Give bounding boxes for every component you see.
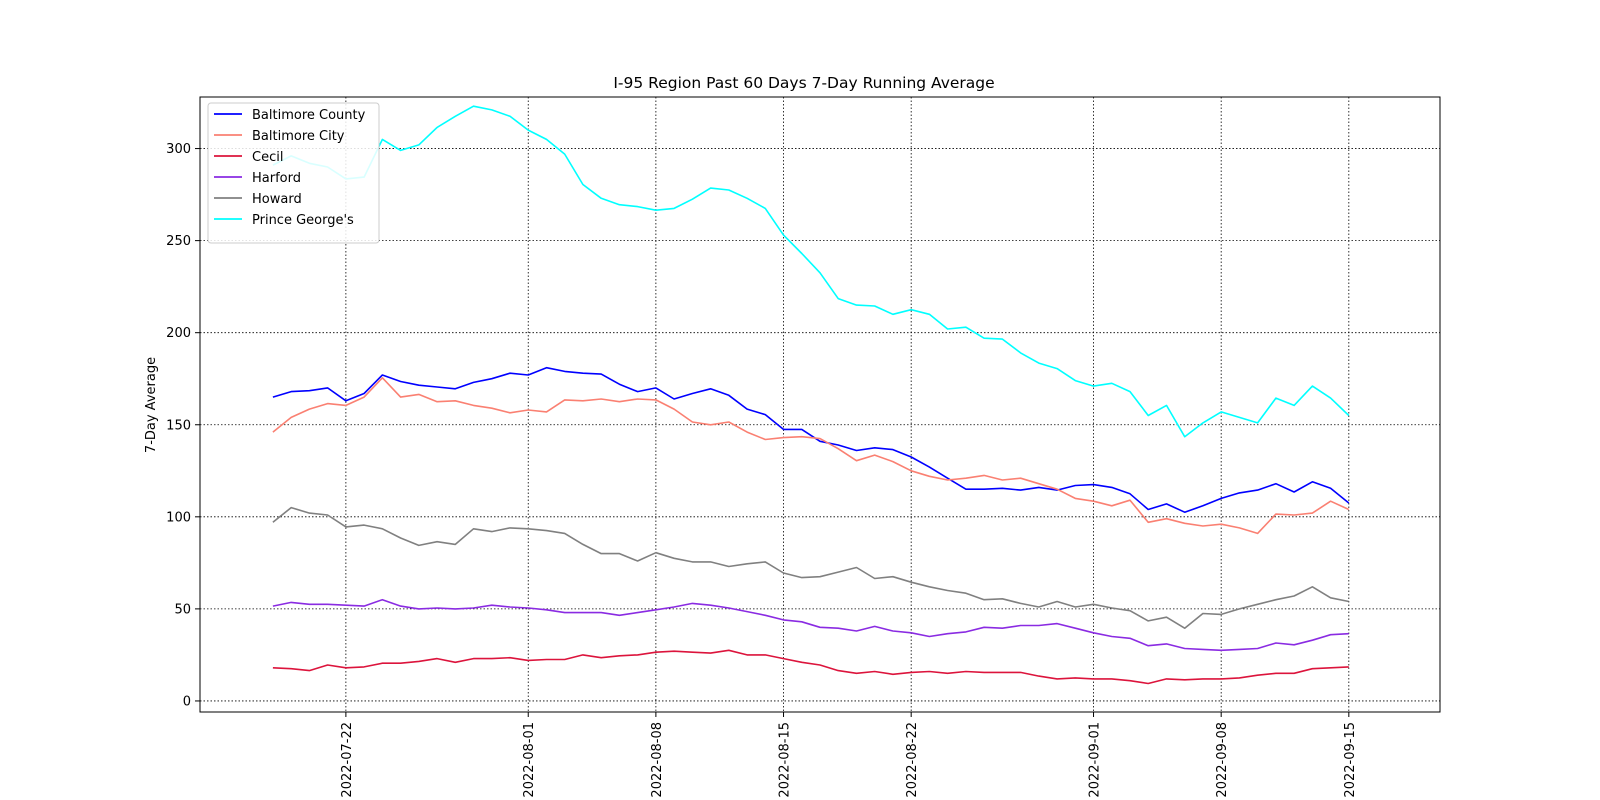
legend-box	[207, 102, 380, 244]
legend-label: Harford	[252, 171, 301, 186]
y-axis: 0 50 100 150 200 250 300	[166, 142, 200, 709]
x-axis: 2022-07-22 2022-08-01 2022-08-08 2022-08-15…	[340, 712, 1358, 798]
x-tick-label: 2022-09-08	[1215, 722, 1230, 798]
y-tick-label: 0	[183, 694, 191, 709]
series-line	[272, 376, 1350, 535]
legend-label: Cecil	[252, 150, 283, 165]
series-line	[272, 598, 1349, 652]
plot-frame	[199, 96, 1441, 713]
series-line	[272, 105, 1350, 438]
x-tick-label: 2022-07-22	[340, 722, 355, 798]
series-line	[272, 506, 1349, 630]
series-line	[272, 649, 1349, 685]
chart-title: I-95 Region Past 60 Days 7-Day Running A…	[613, 74, 994, 92]
y-tick-label: 100	[166, 510, 191, 525]
legend-label: Baltimore County	[252, 108, 366, 123]
x-tick-label: 2022-08-08	[650, 722, 665, 798]
y-tick-label: 300	[166, 142, 191, 157]
y-tick-label: 150	[166, 418, 191, 433]
y-tick-label: 50	[174, 602, 191, 617]
legend-label: Howard	[252, 192, 302, 207]
x-tick-label: 2022-08-22	[905, 722, 920, 798]
series-lines	[272, 105, 1350, 685]
x-tick-label: 2022-09-01	[1088, 722, 1103, 798]
x-tick-label: 2022-08-15	[778, 722, 793, 798]
x-tick-label: 2022-08-01	[522, 722, 537, 798]
y-tick-label: 200	[166, 326, 191, 341]
legend: Baltimore County Baltimore City Cecil Harfo…	[207, 102, 380, 244]
x-tick-label: 2022-09-15	[1343, 722, 1358, 798]
legend-label: Prince George's	[252, 213, 354, 228]
legend-label: Baltimore City	[252, 129, 345, 144]
y-tick-label: 250	[166, 234, 191, 249]
series-line	[272, 366, 1350, 514]
y-axis-label: 7-Day Average	[144, 357, 159, 453]
